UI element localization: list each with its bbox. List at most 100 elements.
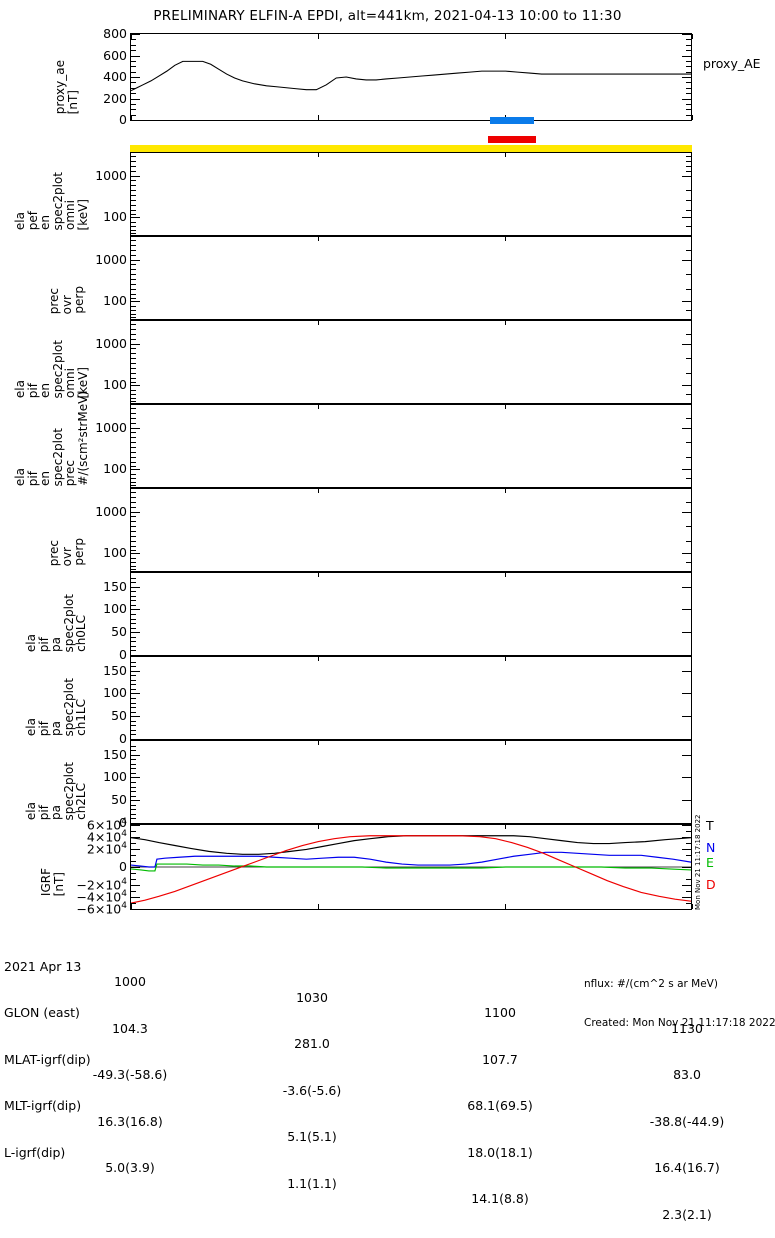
cell-value: 2.3(2.1)	[662, 1206, 712, 1222]
panel-ela-pif-pa-ch1lc[interactable]: 150 100 50 0	[103, 656, 692, 744]
axis-word: prec	[47, 539, 61, 566]
axis-word: ch2LC	[74, 783, 89, 820]
axis-label-ela-pif-en-prec: ela pif en spec2plot prec #/(scm²strMeV)	[13, 391, 90, 486]
ytick-label: 0	[119, 646, 127, 662]
cell-value: -38.8(-44.9)	[649, 1113, 725, 1129]
ytick-label: 0	[119, 814, 127, 830]
ytick-label: 100	[103, 769, 127, 785]
igrf-trace-D	[131, 835, 691, 904]
cell-value: 107.7	[482, 1051, 518, 1067]
ytick-label: 6×104	[86, 817, 127, 833]
ytick-label: 0	[119, 730, 127, 746]
ytick-label: 0	[119, 858, 127, 874]
cell-value: 16.3(16.8)	[97, 1113, 163, 1129]
cell-value: 1100	[484, 1005, 516, 1020]
axis-word: ela	[13, 467, 27, 486]
axis-label-proxy-ae: proxy_ae [nT]	[53, 40, 80, 114]
footnote-created: Created: Mon Nov 21 11:17:18 2022	[584, 1017, 775, 1029]
panel-igrf[interactable]: 6×104 4×104 2×104 0 −2×104 −4×104 −6×104	[76, 818, 693, 915]
axis-word: perp	[72, 286, 87, 314]
panel-proxy-ae[interactable]: 800 600 400 200 0	[103, 27, 693, 125]
igrf-traces	[131, 835, 691, 904]
panel-ela-pif-en-omni[interactable]: 1000 100	[95, 320, 692, 404]
ytick-label: −2×104	[76, 877, 127, 893]
ytick-label: 150	[103, 662, 127, 678]
created-timestamp-vertical: Mon Nov 21 11:17:18 2022	[694, 814, 702, 910]
axis-label-prec-ovr-perp-2: prec ovr perp	[47, 504, 87, 566]
ytick-label: 1000	[95, 251, 127, 267]
row-label: MLT-igrf(dip)	[4, 1098, 82, 1113]
ytick-label: 150	[103, 578, 127, 594]
axis-word: prec	[47, 287, 61, 314]
panel-ela-pif-pa-ch0lc[interactable]: 150 100 50 0	[103, 572, 692, 660]
axis-label-ela-pif-pa-ch1lc: ela pif pa spec2plot ch1LC	[24, 666, 89, 736]
ytick-label: 2×104	[86, 841, 127, 857]
row-label: L-igrf(dip)	[4, 1144, 66, 1160]
igrf-trace-T	[131, 835, 691, 855]
ytick-label: 100	[103, 601, 127, 617]
ytick-label: 50	[111, 791, 127, 807]
ytick-label: −6×104	[76, 901, 127, 917]
cell-value: 5.0(3.9)	[105, 1160, 155, 1175]
legend-item-E: E	[706, 855, 714, 870]
row-label: GLON (east)	[4, 1005, 80, 1020]
panel-prec-ovr-perp-1[interactable]: 1000 100	[95, 236, 692, 320]
page-title: PRELIMINARY ELFIN-A EPDI, alt=441km, 202…	[153, 8, 622, 24]
panel-ela-pif-pa-ch2lc[interactable]: 150 100 50 0	[103, 740, 692, 828]
ytick-label: 400	[103, 68, 127, 84]
axis-label-ela-pif-en-omni: ela pif en spec2plot omni [keV]	[13, 328, 90, 398]
yellow-coverage-bar	[130, 145, 692, 153]
panel-ela-pif-en-prec[interactable]: 1000 100	[95, 404, 692, 488]
ytick-label: 1000	[95, 503, 127, 519]
cell-value: 14.1(8.8)	[471, 1191, 529, 1206]
table-row: MLT-igrf(dip) 16.3(16.8) 5.1(5.1) 18.0(1…	[0, 1083, 775, 1175]
axis-label-prec-ovr-perp-1: prec ovr perp	[47, 252, 87, 314]
ytick-label: 50	[111, 707, 127, 723]
axis-word: [keV]	[75, 198, 90, 230]
cell-value: 1000	[114, 974, 146, 989]
cell-value: 16.4(16.7)	[654, 1160, 720, 1175]
cell-value: 18.0(18.1)	[467, 1144, 533, 1160]
ytick-label: −4×104	[76, 889, 127, 905]
ytick-label: 1000	[95, 167, 127, 183]
axis-word: pa	[49, 805, 64, 820]
igrf-trace-N	[131, 851, 691, 868]
panel-prec-ovr-perp-2[interactable]: 1000 100	[95, 488, 692, 572]
axis-word: ch1LC	[74, 699, 89, 736]
axis-word: ela	[24, 717, 38, 736]
panel-ela-pef-en-omni[interactable]: 1000 100	[95, 152, 692, 236]
legend-item-N: N	[706, 840, 716, 855]
table-row: L-igrf(dip) 5.0(3.9) 1.1(1.1) 14.1(8.8) …	[0, 1129, 775, 1222]
axis-word: ch0LC	[74, 615, 89, 652]
axis-word: [nT]	[65, 89, 80, 114]
ytick-label: 800	[103, 25, 127, 41]
axis-word: ela	[24, 633, 38, 652]
ytick-label: 100	[103, 460, 127, 476]
axis-word: ela	[13, 379, 27, 398]
ytick-label: 600	[103, 47, 127, 63]
ytick-label: 0	[119, 111, 127, 127]
axis-word: proxy_ae	[53, 59, 67, 114]
axis-word: #/(scm²strMeV)	[75, 391, 90, 486]
ytick-label: 200	[103, 90, 127, 106]
cell-value: 83.0	[673, 1067, 701, 1082]
axis-label-ela-pef-en-omni: ela pef en spec2plot omni [keV]	[13, 160, 90, 230]
proxy-ae-trace	[131, 60, 691, 92]
ytick-label: 4×104	[86, 829, 127, 845]
axis-word: pa	[49, 637, 64, 652]
ytick-label: 100	[103, 292, 127, 308]
axis-word: perp	[72, 538, 87, 566]
axis-word: en	[38, 383, 53, 398]
legend-item-T: T	[706, 818, 714, 833]
ytick-label: 100	[103, 376, 127, 392]
row-label: MLAT-igrf(dip)	[4, 1051, 91, 1067]
axis-word: pa	[49, 721, 64, 736]
igrf-trace-E	[131, 863, 691, 872]
ytick-label: 150	[103, 746, 127, 762]
axis-word: ela	[13, 211, 27, 230]
ytick-label: 100	[103, 685, 127, 701]
red-interval-bar	[488, 136, 536, 143]
ytick-label: 100	[103, 208, 127, 224]
axis-label-ela-pif-pa-ch2lc: ela pif pa spec2plot ch2LC	[24, 750, 89, 820]
cell-value: 68.1(69.5)	[467, 1098, 533, 1113]
